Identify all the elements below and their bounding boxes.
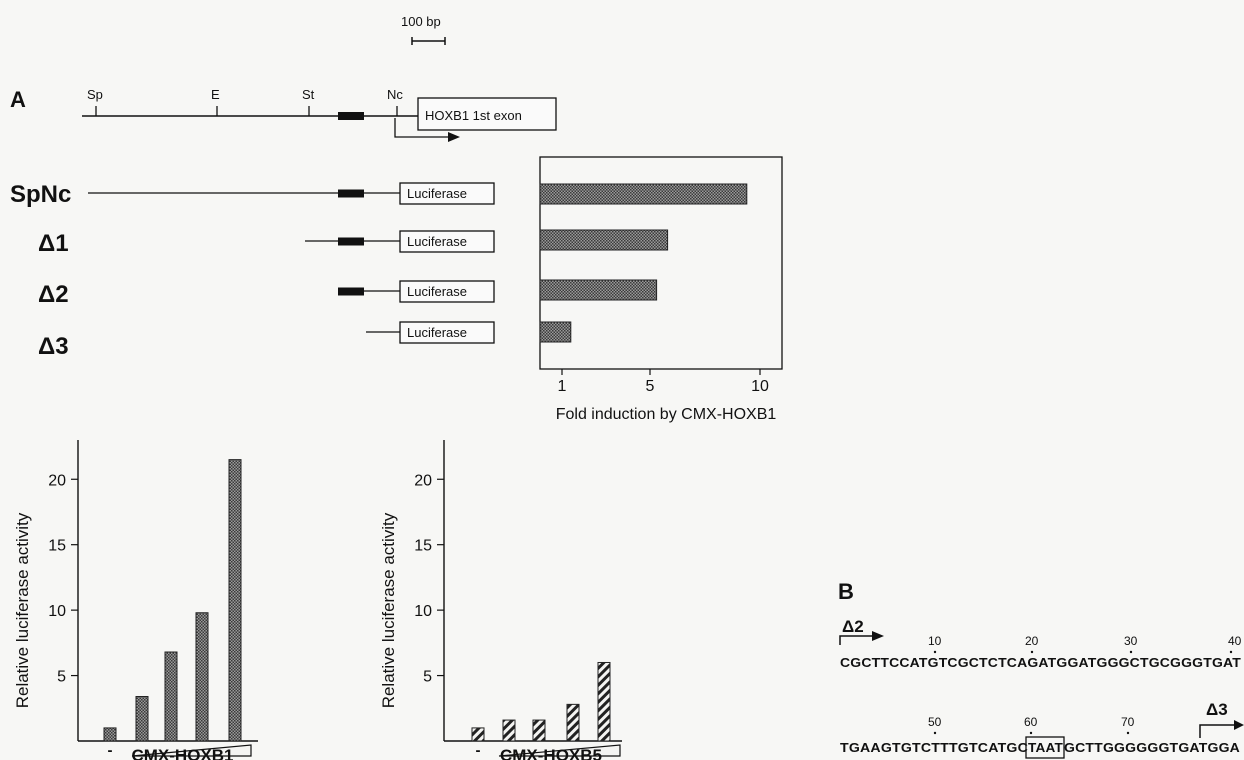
reporter-label: Luciferase [407,284,467,299]
position-40: 40 [1228,634,1242,648]
hoxb5-x-axis-label: CMX-HOXB5 [500,746,602,760]
sequence-line-2-pre: TGAAGTGTCTTTGTCATGC [840,740,1028,755]
hoxb5-y-tick-label: 20 [414,472,432,489]
hoxb5-y-tick-label: 10 [414,603,432,620]
hoxb5-y-tick-label: 5 [423,669,432,686]
position-60: 60 [1024,715,1038,729]
restriction-map: Sp E St Nc HOXB1 1st exon [82,87,557,142]
hoxb5-y-axis-label: Relative luciferase activity [379,512,398,708]
reporter-label: Luciferase [407,234,467,249]
fold-x-axis-label: Fold induction by CMX-HOXB1 [556,406,777,423]
delta2-marker: Δ2 [842,617,864,636]
scale-bar-label: 100 bp [401,14,441,29]
exon-label: HOXB1 1st exon [425,108,522,123]
hoxb1-control-label: - [108,742,113,759]
hoxb1-bar-2 [164,651,178,742]
panel-a-label: A [10,87,26,112]
hoxb1-y-axis-label: Relative luciferase activity [13,512,32,708]
position-30: 30 [1124,634,1138,648]
site-sp: Sp [87,87,103,102]
hoxb5-bar-2 [532,719,546,742]
fold-x-tick-label: 5 [646,378,655,395]
hoxb5-bar-3 [566,703,580,742]
sequence-line-2-post: GCTTGGGGGGTGATGGA [1064,740,1240,755]
delta3-marker: Δ3 [1206,700,1228,719]
construct-label: Δ1 [38,230,69,257]
hoxb1-bar-1 [135,696,149,742]
scale-bar: 100 bp [401,14,446,45]
fold-bar-1 [539,229,669,251]
hoxb1-bar-4 [228,459,242,742]
hoxb5-bar-4 [597,661,611,742]
sequence-panel: Δ2 10 20 30 40 CGCTTCCATGTCGCTCTCAGATGGA… [839,617,1244,759]
hoxb5-control-label: - [476,742,481,759]
sequence-line-1: CGCTTCCATGTCGCTCTCAGATGGATGGGCTGCGGGTGAT [840,655,1241,670]
hoxb1-y-tick-label: 10 [48,603,66,620]
hoxb1-bar-0 [103,727,117,742]
fold-bar-3 [539,321,572,343]
construct-label: Δ3 [38,333,69,360]
fold-x-tick-label: 1 [558,378,567,395]
construct-label: Δ2 [38,281,69,308]
constructs: SpNc Luciferase Δ1 Luciferase Δ2 Lucifer… [10,181,495,360]
exon-box [417,97,557,131]
hoxb1-y-tick-label: 20 [48,472,66,489]
position-10: 10 [928,634,942,648]
hoxb5-activity-chart: 5 10 15 20 - CMX-HOXB5 Relative luciferase act… [379,440,622,760]
hoxb5-y-tick-label: 15 [414,538,432,555]
hoxb1-dose-wedge [131,744,252,757]
fold-induction-chart: 1 5 10 Fold induction by CMX-HOXB1 [539,156,783,423]
hoxb5-bar-0 [471,727,485,742]
hoxb5-bar-1 [502,719,516,742]
taat-motif: TAAT [1028,740,1063,755]
site-e: E [211,87,220,102]
hoxb1-activity-chart: 5 10 15 20 - CMX-HOXB1 Relative luciferase act… [13,440,258,760]
hoxb1-x-axis-label: CMX-HOXB1 [131,746,233,760]
reporter-label: Luciferase [407,325,467,340]
site-nc: Nc [387,87,403,102]
position-50: 50 [928,715,942,729]
hoxb1-y-tick-label: 5 [57,669,66,686]
fold-chart-frame [539,156,783,370]
taat-box [1025,736,1065,759]
fold-bar-0 [539,183,748,205]
fold-x-tick-label: 10 [751,378,769,395]
hox-binding-element [338,112,364,120]
position-70: 70 [1121,715,1135,729]
position-20: 20 [1025,634,1039,648]
hoxb1-y-tick-label: 15 [48,538,66,555]
construct-label: SpNc [10,181,71,208]
site-st: St [302,87,315,102]
hoxb1-bar-3 [195,612,209,742]
reporter-label: Luciferase [407,186,467,201]
panel-b-label: B [838,579,854,604]
fold-bar-2 [539,279,658,301]
transcription-start-arrow [394,118,450,138]
hoxb5-dose-wedge [498,744,621,757]
